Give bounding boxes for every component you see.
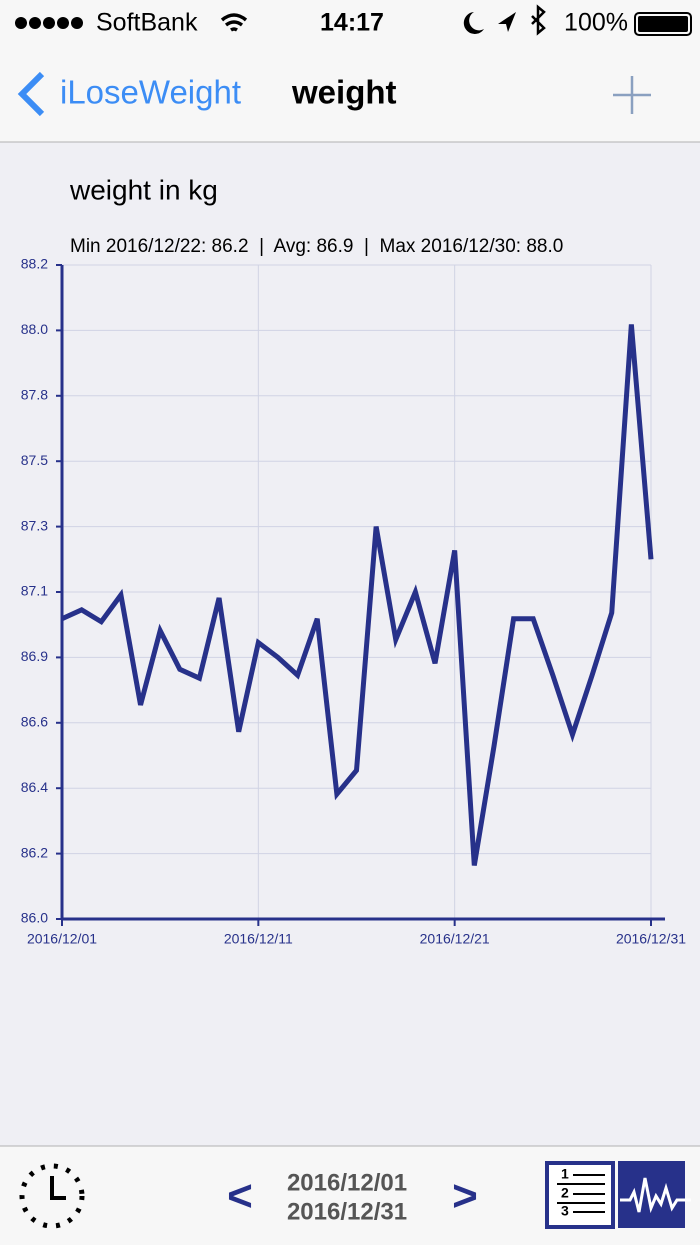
y-tick-label: 87.5: [21, 452, 48, 468]
battery-icon: [634, 12, 692, 36]
chart-stats: Min 2016/12/22: 86.2 | Avg: 86.9 | Max 2…: [70, 236, 563, 257]
range-end: 2016/12/31: [287, 1198, 407, 1225]
location-icon: [498, 12, 516, 32]
battery-text: 100%: [564, 9, 628, 37]
add-button[interactable]: [613, 76, 651, 114]
x-tick-label: 2016/12/01: [27, 931, 97, 947]
x-tick-label: 2016/12/11: [224, 931, 293, 947]
plot: 86.0 86.2 86.4 86.6 86.9 87.1 87.3 87.5 87.8 88.0…: [21, 256, 686, 947]
y-tick-label: 86.9: [21, 648, 48, 664]
weight-line: [60, 324, 654, 866]
bluetooth-icon: [531, 4, 546, 36]
back-button[interactable]: iLoseWeight: [60, 74, 241, 111]
y-tick-label: 87.3: [21, 517, 48, 533]
y-tick-label: 88.2: [21, 256, 48, 272]
top-bar: [0, 0, 700, 142]
list-button[interactable]: 1 2 3: [545, 1161, 615, 1229]
wifi-icon: [220, 13, 248, 32]
back-chevron[interactable]: [17, 71, 45, 117]
svg-text:1: 1: [561, 1166, 569, 1182]
nav-title: weight: [291, 74, 397, 111]
x-tick-label: 2016/12/31: [616, 931, 686, 947]
y-tick-label: 86.2: [21, 844, 48, 860]
y-tick-label: 87.1: [21, 583, 48, 599]
battery-level: [638, 16, 688, 32]
svg-text:2: 2: [561, 1185, 569, 1201]
history-button[interactable]: [19, 1163, 85, 1229]
x-tick-label: 2016/12/21: [420, 931, 490, 947]
carrier: SoftBank: [96, 9, 198, 37]
y-tick-label: 86.0: [21, 910, 48, 926]
y-tick-label: 86.4: [21, 779, 48, 795]
y-tick-label: 87.8: [21, 387, 48, 403]
y-tick-label: 88.0: [21, 321, 48, 337]
svg-text:3: 3: [561, 1203, 569, 1219]
y-tick-label: 86.6: [21, 714, 48, 730]
moon-icon: [463, 12, 484, 34]
prev-button[interactable]: <: [227, 1172, 253, 1221]
signal-dots: [15, 17, 83, 29]
graph-button[interactable]: [618, 1161, 691, 1228]
next-button[interactable]: >: [452, 1172, 478, 1221]
chart-title: weight in kg: [69, 174, 218, 205]
range-start: 2016/12/01: [287, 1169, 407, 1196]
clock: 14:17: [320, 9, 384, 37]
